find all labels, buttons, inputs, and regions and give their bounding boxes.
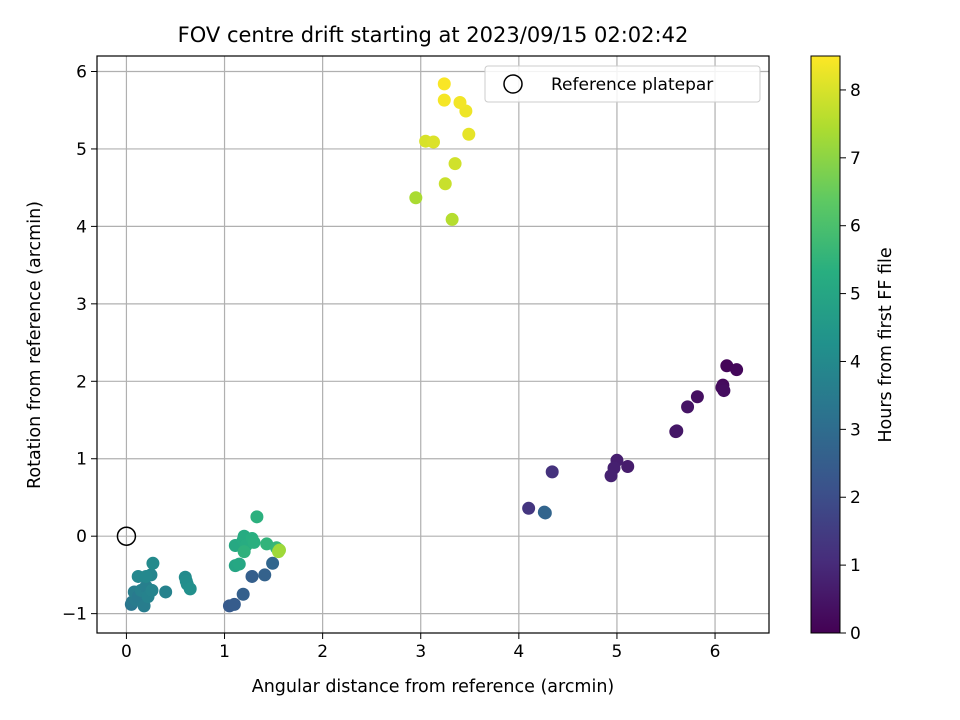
data-point [183,582,197,596]
data-point [260,537,274,551]
y-tick-label: 2 [76,372,87,392]
data-point [237,545,251,559]
data-point [545,465,559,479]
data-point [453,95,467,109]
data-point [266,556,280,570]
colorbar-tick-label: 5 [850,285,861,305]
y-tick-label: 4 [76,217,87,237]
data-point [538,506,552,520]
data-point [232,557,246,571]
data-point [604,469,618,483]
data-point [720,359,734,373]
x-axis-label: Angular distance from reference (arcmin) [252,677,615,697]
data-point [462,127,476,141]
colorbar: 0 1 2 3 4 5 6 7 8 Hours from first FF file [810,55,896,644]
data-point [258,568,272,582]
y-tick-label: −1 [62,605,87,625]
x-tick-label: 6 [710,642,721,662]
data-point [681,400,695,414]
data-point [145,583,159,597]
plot-frame [96,55,770,634]
colorbar-tick-label: 8 [850,81,861,101]
data-point [730,363,744,377]
colorbar-ticks: 0 1 2 3 4 5 6 7 8 [840,81,861,644]
y-tick-label: 0 [76,527,87,547]
data-point [426,135,440,149]
x-axis-ticks: 0 1 2 3 4 5 6 [121,633,720,662]
y-tick-label: 5 [76,140,87,160]
colorbar-tick-label: 6 [850,217,861,237]
legend: Reference platepar [484,65,761,103]
y-tick-label: 3 [76,295,87,315]
colorbar-tick-label: 7 [850,149,861,169]
y-axis-label: Rotation from reference (arcmin) [25,201,45,489]
colorbar-tick-label: 2 [850,488,861,508]
legend-box [484,65,761,103]
chart-title: FOV centre drift starting at 2023/09/15 … [178,23,689,47]
x-tick-label: 0 [121,642,132,662]
colorbar-label: Hours from first FF file [876,247,896,442]
y-tick-label: 6 [76,62,87,82]
grid-lines [97,56,769,633]
legend-open-circle-icon [503,74,523,94]
data-point [670,424,684,438]
colorbar-gradient [810,55,841,634]
data-point [448,157,462,171]
data-point [159,585,173,599]
data-point [717,384,731,398]
data-point [227,597,241,611]
data-point [146,556,160,570]
colorbar-tick-label: 0 [850,624,861,644]
data-point [445,212,459,226]
data-point [139,569,153,583]
data-point [409,191,423,205]
x-tick-label: 4 [513,642,524,662]
reference-point-marker [116,526,137,546]
colorbar-tick-label: 3 [850,420,861,440]
data-point [438,177,452,191]
x-tick-label: 3 [415,642,426,662]
y-tick-label: 1 [76,450,87,470]
legend-entry-label: Reference platepar [551,75,713,95]
data-point [690,390,704,404]
data-point [250,510,264,524]
data-point [247,535,261,549]
y-axis-ticks: −1 0 1 2 3 4 5 6 [62,62,97,625]
x-tick-label: 2 [317,642,328,662]
data-points [124,77,744,613]
colorbar-tick-label: 4 [850,352,861,372]
data-point [437,77,451,91]
colorbar-tick-label: 1 [850,556,861,576]
x-tick-label: 1 [219,642,230,662]
x-tick-label: 5 [612,642,623,662]
data-point [437,93,451,107]
data-point [621,459,635,473]
data-point [236,587,250,601]
data-point [245,569,259,583]
data-point [271,545,285,559]
data-point [522,501,536,515]
